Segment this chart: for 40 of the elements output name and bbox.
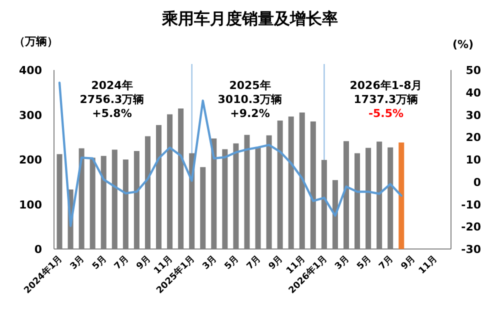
y-tick-label: 300 — [19, 108, 42, 122]
bar — [398, 142, 404, 249]
annotation: 2756.3万辆 — [80, 93, 144, 106]
x-tick-label: 9月 — [134, 253, 153, 272]
x-tick-label: 7月 — [376, 253, 396, 272]
y-tick-label: 200 — [19, 154, 42, 166]
x-tick-label: 3月 — [200, 253, 220, 272]
y2-tick-label: 40 — [466, 86, 482, 100]
y-tick-label: 100 — [19, 198, 42, 212]
y2-tick-label: 0 — [473, 176, 482, 189]
annotation: -5.5% — [368, 107, 404, 120]
chart-title: 乘用车月度销量及增长率 — [161, 9, 338, 28]
x-tick-label: 11月 — [416, 253, 440, 276]
y2-tick-label: 20 — [466, 131, 482, 144]
annotation: 2024年 — [91, 79, 133, 92]
y-tick-label: 0 — [34, 243, 42, 256]
y2-tick-label: -20 — [461, 220, 482, 234]
annotation: +5.8% — [92, 107, 132, 120]
y2-tick-label: 10 — [466, 154, 482, 166]
annotation: +9.2% — [230, 107, 270, 120]
annotation: 2026年1-8月 — [350, 79, 422, 92]
x-tick-label: 9月 — [266, 253, 286, 272]
x-tick-label: 7月 — [112, 253, 131, 272]
y2-tick-label: -30 — [461, 243, 482, 256]
y-tick-label: 400 — [19, 64, 42, 77]
x-tick-label: 5月 — [90, 253, 109, 272]
annotation: 2025年 — [229, 79, 271, 92]
x-tick-label: 5月 — [222, 253, 242, 272]
y-axis-title: （万辆） — [14, 35, 58, 48]
x-tick-label: 3月 — [68, 253, 87, 272]
y2-tick-label: 50 — [466, 64, 482, 77]
x-tick-label: 7月 — [244, 253, 264, 272]
x-tick-label: 9月 — [398, 253, 418, 272]
annotation: 3010.3万辆 — [218, 93, 282, 106]
y2-tick-label: 30 — [466, 108, 482, 122]
x-tick-label: 3月 — [332, 253, 352, 272]
y2-tick-label: -10 — [461, 198, 482, 212]
x-tick-label: 5月 — [354, 253, 374, 272]
annotation: 1737.3万辆 — [354, 93, 418, 106]
y2-axis-title: (%) — [452, 38, 474, 51]
